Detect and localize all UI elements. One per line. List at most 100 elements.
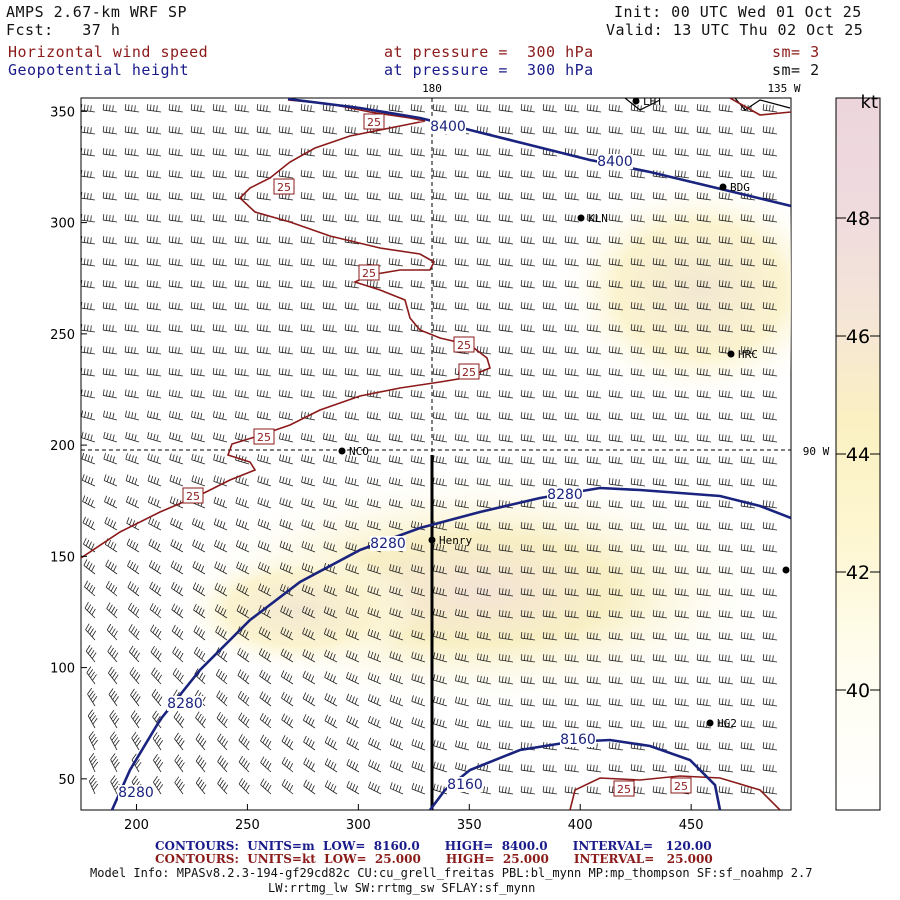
wind-barb [476,302,492,311]
wind-barb [652,698,668,707]
wind-barb [345,476,360,487]
wind-barb [498,126,514,135]
wind-barb [300,389,316,399]
wind-barb [630,676,646,685]
height-label-bg [430,119,466,134]
wind-barb [454,608,470,619]
wind-barb [564,412,580,421]
wind-barb [762,368,778,377]
wind-barb [124,346,140,355]
wind-barb [81,410,96,421]
wind-barb [740,390,756,399]
wind-barb [258,626,272,641]
wind-barb [192,539,206,553]
wind-barb [630,148,646,157]
wind-barb [256,148,272,157]
wind-barb [279,454,294,465]
wind-barb [366,324,382,333]
wind-barb [564,698,580,707]
wind-barb [323,519,338,531]
wind-barb [195,776,207,795]
wind-barb [608,764,624,773]
wind-barb [234,280,250,289]
wind-barb [586,434,602,443]
wind-barb [454,455,470,465]
wind-barb [674,390,690,399]
wind-barb [389,607,404,619]
wind-barb [168,324,184,333]
wind-barb [564,170,580,179]
colorbar-tick-label: 44 [846,444,870,466]
wind-barb [279,497,294,509]
wind-barb [345,541,360,553]
wind-barb [410,477,426,487]
wind-barb [174,776,185,795]
wind-barb [322,411,338,421]
wind-barb [125,453,140,465]
wind-barb [324,758,338,773]
wind-barb [323,476,338,487]
wind-barb [212,302,228,311]
wind-barb [542,280,558,289]
wind-barb [86,666,97,685]
colorbar-tick-label: 46 [846,326,870,348]
wind-barb [762,324,778,333]
wind-barb [433,608,448,619]
wind-barb [173,711,185,729]
station-marker [577,214,585,222]
wind-barb [674,456,690,465]
station-label: KLN [588,212,608,225]
coastline [624,98,661,111]
wind-barb [608,544,624,553]
wind-barb [696,610,712,619]
wind-barb [128,602,140,619]
wind-barb [345,606,360,619]
wind-barb [498,214,514,223]
wind-barb [454,214,470,223]
wind-barb [190,126,206,135]
wind-barb [498,346,514,355]
wind-barb [102,280,118,289]
wind-barb [169,432,184,443]
wind-barb [279,540,294,553]
wind-barb [300,236,316,245]
wind-barb [234,104,250,113]
wind-barb [476,587,492,597]
station-marker [706,719,714,727]
wind-barb [300,368,316,377]
wind-barb [124,368,140,377]
wind-barb [586,720,602,729]
wind-barb [303,757,316,773]
wind-barb [234,126,250,135]
wind-barb [259,712,272,729]
wind-barb [740,346,756,355]
station-label: LHT [643,95,663,108]
wind-barb [81,389,96,399]
wind-barb [389,694,404,707]
wind-barb [432,214,448,223]
wind-barb [520,632,536,641]
wind-barb [498,609,514,619]
wind-barb [542,566,558,575]
meridian-90w-label: 90 W [803,445,830,458]
wind-barb [498,433,514,443]
wind-barb [410,433,426,443]
wind-barb [455,718,470,729]
wind-barb [366,346,382,355]
wind-barb [498,455,514,465]
wind-barb [168,170,184,179]
wind-barb [278,302,294,311]
wind-barb [476,104,492,113]
speed-contour-label: 25 [362,267,376,280]
wind-barb [652,676,668,685]
wind-barb [300,280,316,289]
wind-barb [652,522,668,531]
wind-barb [322,126,338,135]
wind-barb [674,764,690,773]
wind-barb [564,104,580,113]
wind-barb [322,346,338,355]
wind-barb [762,302,778,311]
wind-barb [674,148,690,157]
wind-barb [257,561,272,575]
